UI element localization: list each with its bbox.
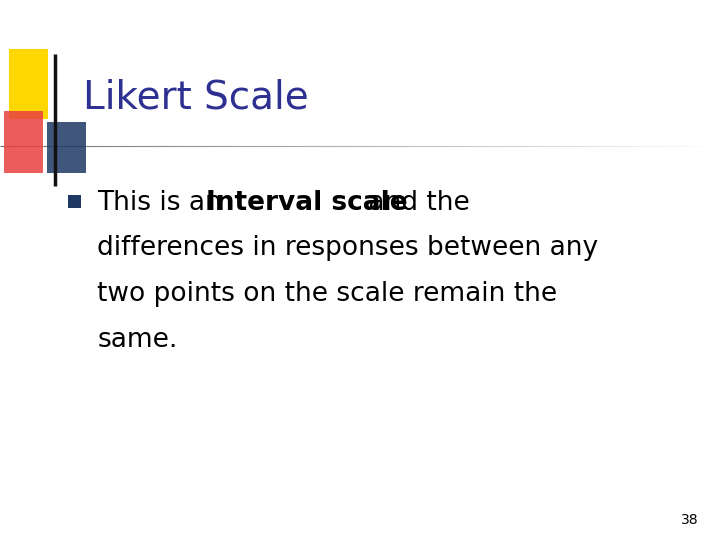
Text: differences in responses between any: differences in responses between any bbox=[97, 235, 598, 261]
Text: same.: same. bbox=[97, 327, 178, 353]
Text: two points on the scale remain the: two points on the scale remain the bbox=[97, 281, 557, 307]
Bar bbox=[68, 195, 81, 208]
FancyBboxPatch shape bbox=[9, 49, 48, 119]
Text: Interval scale: Interval scale bbox=[206, 190, 408, 215]
Text: This is an: This is an bbox=[97, 190, 230, 215]
Text: 38: 38 bbox=[681, 512, 698, 526]
Text: and the: and the bbox=[360, 190, 470, 215]
FancyBboxPatch shape bbox=[47, 122, 86, 173]
Text: Likert Scale: Likert Scale bbox=[83, 78, 309, 116]
FancyBboxPatch shape bbox=[4, 111, 43, 173]
